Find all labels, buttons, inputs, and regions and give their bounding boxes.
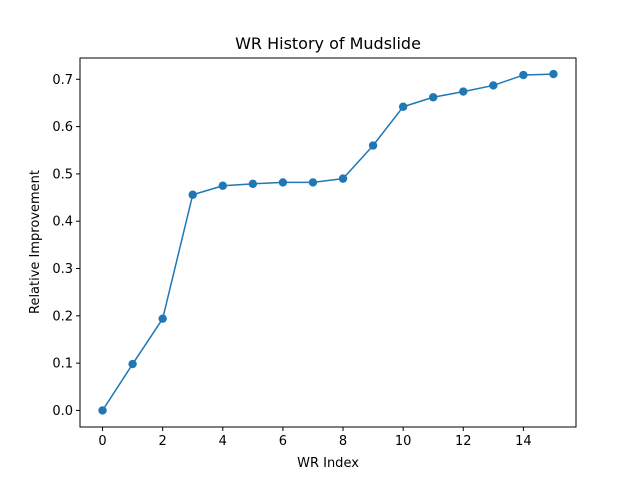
series-line	[101, 73, 554, 411]
x-tick-label: 14	[515, 434, 532, 449]
x-axis-label: WR Index	[297, 456, 359, 471]
data-point	[158, 314, 167, 323]
x-tick-label: 12	[455, 434, 472, 449]
y-tick-label: 0.3	[52, 262, 73, 277]
y-axis-label: Relative Improvement	[28, 170, 43, 314]
y-tick-label: 0.2	[52, 309, 73, 324]
axes-frame	[79, 57, 577, 428]
y-tick-label: 0.5	[52, 167, 73, 182]
x-tick-label: 8	[339, 434, 347, 449]
data-point	[398, 102, 408, 111]
data-point	[248, 179, 258, 189]
y-tick-label: 0.7	[52, 73, 73, 88]
y-tick-label: 0.0	[52, 404, 73, 419]
x-tick-label: 10	[395, 434, 412, 449]
data-point	[519, 70, 528, 80]
y-tick-label: 0.6	[52, 120, 73, 135]
x-tick-label: 4	[219, 434, 227, 449]
data-point	[489, 81, 498, 90]
data-point	[128, 359, 137, 369]
data-point	[308, 178, 318, 187]
data-point	[218, 181, 227, 190]
y-tick-label: 0.1	[52, 357, 73, 372]
x-tick-label: 2	[159, 434, 167, 449]
x-tick-label: 6	[279, 434, 287, 449]
plot-area: 0 2 4 6 8 10 12 14 0.0 0.1 0.2 0.3 0.4 0.5 0.6 0.7	[52, 57, 577, 449]
data-point	[368, 141, 378, 150]
data-point	[98, 406, 107, 415]
data-point	[278, 178, 288, 187]
data-point	[188, 190, 197, 199]
data-point	[338, 174, 348, 183]
data-point	[429, 93, 438, 102]
data-point	[549, 69, 558, 79]
x-tick-label: 0	[98, 434, 106, 449]
chart-title: WR History of Mudslide	[235, 34, 421, 53]
data-point	[459, 87, 468, 96]
y-tick-label: 0.4	[52, 215, 73, 230]
